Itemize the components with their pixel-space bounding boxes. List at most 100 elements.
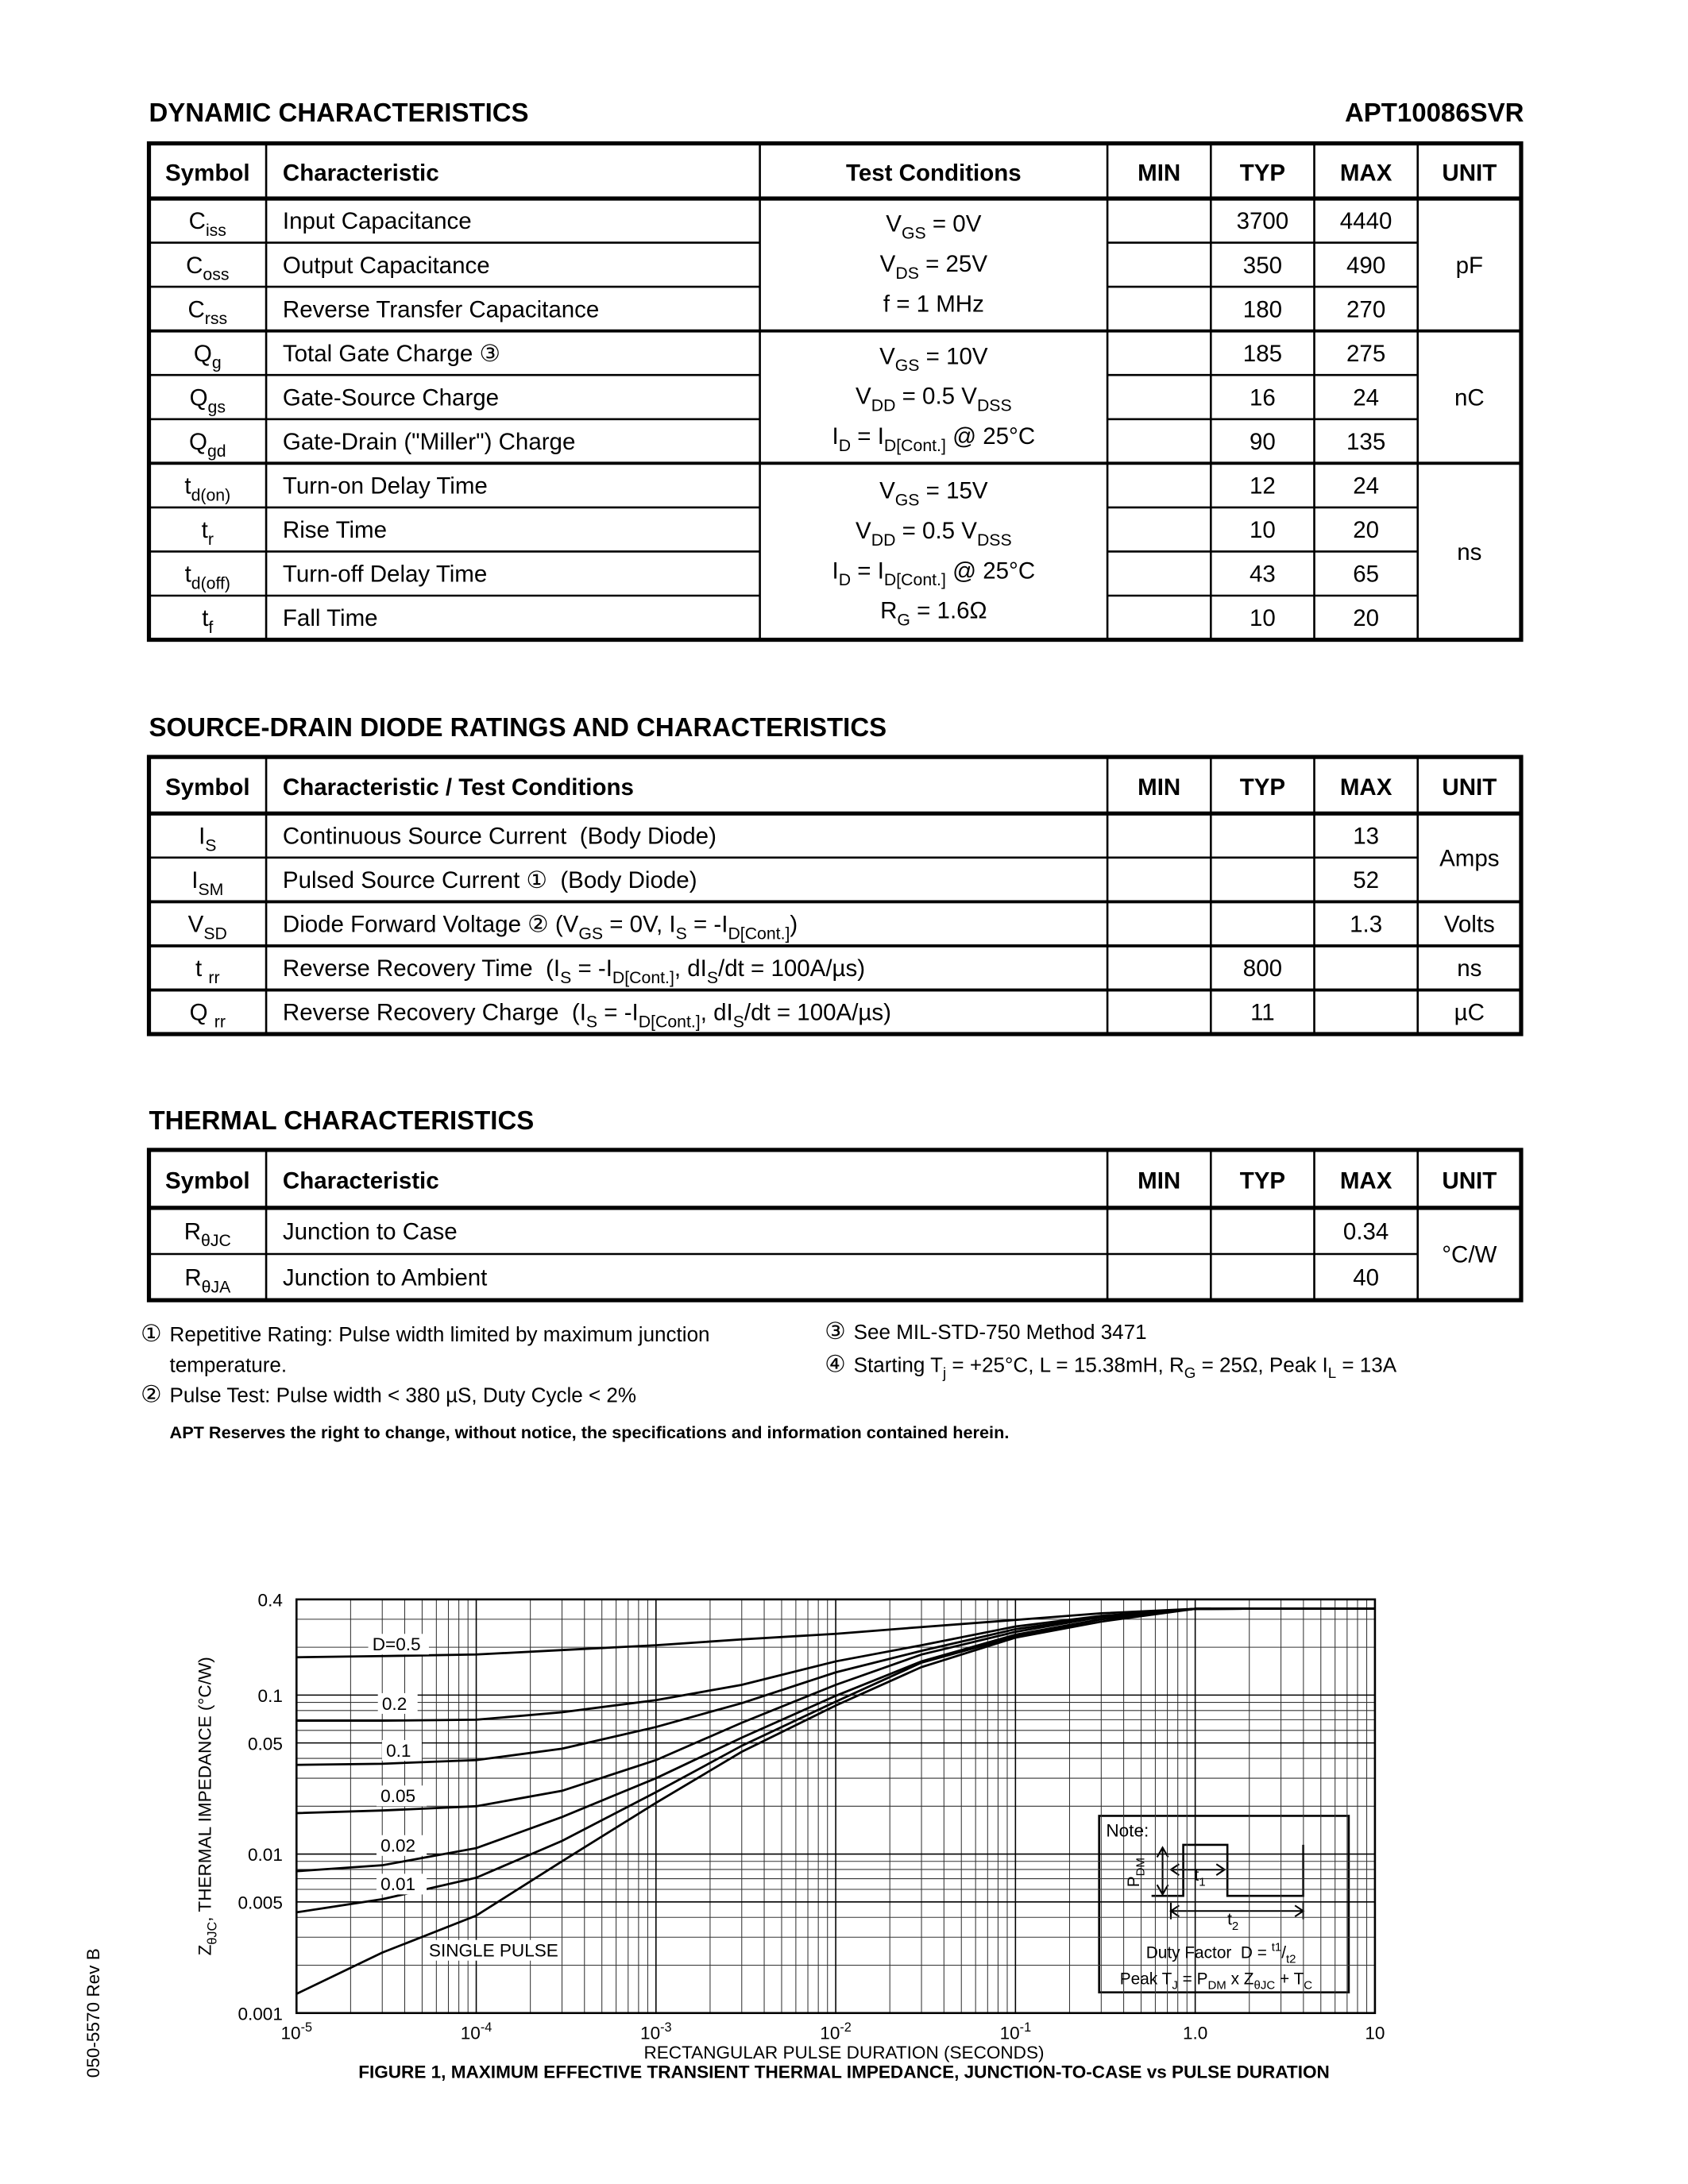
text-run: 10 [640, 2024, 660, 2043]
cell-conditions: VGS = 0V [886, 211, 981, 243]
cell-characteristic: Diode Forward Voltage ② (VGS = 0V, IS = … [283, 912, 798, 943]
text-run: Starting T [854, 1352, 943, 1376]
plot-frame [295, 1598, 1377, 2015]
doc-number: 050-5570 Rev B [83, 1948, 103, 2078]
cell-conditions: VDS = 25V [880, 251, 988, 283]
section-title: THERMAL CHARACTERISTICS [149, 1106, 534, 1135]
text-run: V [856, 518, 871, 544]
column-header: UNIT [1442, 160, 1497, 186]
cell-conditions: ID = ID[Cont.] @ 25°C [832, 423, 1036, 455]
text-run: x Z [1226, 1970, 1254, 1988]
column-header: TYP [1240, 1168, 1285, 1194]
subscript: S [676, 924, 687, 943]
label-background [376, 1873, 427, 1895]
label-background [377, 1692, 418, 1714]
text-run: C [187, 296, 204, 322]
note-text: Starting Tj = +25°C, L = 15.38mH, RG = 2… [854, 1352, 1397, 1381]
subscript: t2 [1286, 1953, 1296, 1966]
subscript: DD [871, 396, 896, 415]
text-run: = 25Ω, Peak I [1196, 1352, 1327, 1376]
text-run: = 0V [926, 211, 982, 237]
x-tick-label: 10 [1365, 2024, 1385, 2043]
text-run: = 0.5 V [895, 518, 977, 544]
cell-symbol: IS [199, 824, 216, 855]
subscript: θJA [202, 1277, 231, 1296]
text-run: V [880, 251, 896, 277]
subscript: G [1184, 1364, 1196, 1381]
cell-max: 20 [1353, 605, 1379, 631]
cell-symbol: Qg [194, 341, 222, 372]
text-run: Diode Forward Voltage ② (V [283, 912, 579, 938]
cell-symbol: Crss [187, 296, 227, 328]
subscript: D[Cont.] [884, 436, 946, 455]
subscript: DSS [977, 531, 1012, 550]
cell-max: 13 [1353, 824, 1379, 850]
cell-unit: Volts [1444, 912, 1495, 938]
y-tick-label: 0.1 [258, 1686, 283, 1706]
text-run: / [1281, 1943, 1286, 1962]
x-tick-label: 10-1 [1000, 2020, 1032, 2043]
text-run: = 0.5 V [895, 384, 977, 410]
text-run: R [184, 1218, 201, 1244]
cell-conditions: VGS = 15V [879, 478, 988, 510]
text-run: R [880, 598, 897, 624]
column-header: MIN [1138, 1168, 1180, 1194]
text-run: 10 [1000, 2024, 1020, 2043]
subscript: D[Cont.] [639, 1013, 701, 1032]
subscript: S [733, 1013, 744, 1032]
note-marker: ④ [825, 1351, 845, 1377]
text-run: ) [790, 912, 798, 938]
label-background [424, 1939, 559, 1961]
cell-symbol: Qgs [190, 384, 226, 416]
curve [295, 1607, 1375, 1995]
cell-characteristic: Gate-Source Charge [283, 384, 499, 411]
cell-unit: µC [1454, 1000, 1485, 1026]
cell-conditions: f = 1 MHz [883, 291, 984, 317]
cell-max: 1.3 [1350, 912, 1382, 938]
text-run: t [195, 955, 208, 982]
cell-characteristic: Turn-on Delay Time [283, 473, 488, 500]
cell-typ: 180 [1243, 296, 1282, 322]
section-title: SOURCE-DRAIN DIODE RATINGS AND CHARACTER… [149, 712, 886, 742]
subscript: 2 [1232, 1920, 1238, 1933]
cell-typ: 12 [1250, 473, 1276, 500]
cell-symbol: RθJC [184, 1218, 231, 1250]
superscript: -5 [301, 2020, 312, 2035]
cell-max: 52 [1353, 867, 1379, 893]
cell-typ: 350 [1243, 253, 1282, 279]
cell-max: 135 [1346, 429, 1385, 455]
text-run: Reverse Recovery Charge (I [283, 1000, 586, 1026]
cell-characteristic: Rise Time [283, 517, 387, 543]
subscript: iss [206, 221, 226, 240]
series-label: SINGLE PULSE [429, 1941, 558, 1961]
text-run: 10 [280, 2024, 300, 2043]
subscript: DS [895, 264, 919, 283]
cell-characteristic: Pulsed Source Current ① (Body Diode) [283, 867, 697, 893]
label-background [376, 1785, 427, 1807]
text-run: V [879, 478, 895, 504]
cell-symbol: Qgd [189, 429, 226, 461]
subscript: DM [1134, 1858, 1147, 1876]
subscript: rr [214, 1013, 226, 1032]
cell-characteristic: Continuous Source Current (Body Diode) [283, 824, 717, 850]
subscript: D [839, 570, 851, 589]
y-tick-label: 0.005 [238, 1893, 282, 1912]
text-run: C [189, 208, 206, 234]
text-run: = 1.6Ω [910, 598, 987, 624]
cell-max: 65 [1353, 561, 1379, 588]
cell-characteristic: Gate-Drain ("Miller") Charge [283, 429, 575, 455]
subscript: g [212, 353, 222, 372]
cell-characteristic: Total Gate Charge ③ [283, 341, 500, 367]
x-tick-label: 10-4 [461, 2020, 492, 2043]
column-header: Characteristic / Test Conditions [283, 774, 634, 801]
column-header: UNIT [1442, 1168, 1497, 1194]
cell-typ: 10 [1250, 517, 1276, 543]
note-marker: ③ [825, 1318, 845, 1345]
cell-symbol: RθJA [184, 1264, 231, 1296]
part-number: APT10086SVR [1345, 98, 1524, 127]
cell-max: 40 [1353, 1264, 1379, 1291]
table-border [146, 754, 1524, 1036]
text-run: t [1194, 1866, 1199, 1885]
note-marker: ② [141, 1382, 161, 1408]
